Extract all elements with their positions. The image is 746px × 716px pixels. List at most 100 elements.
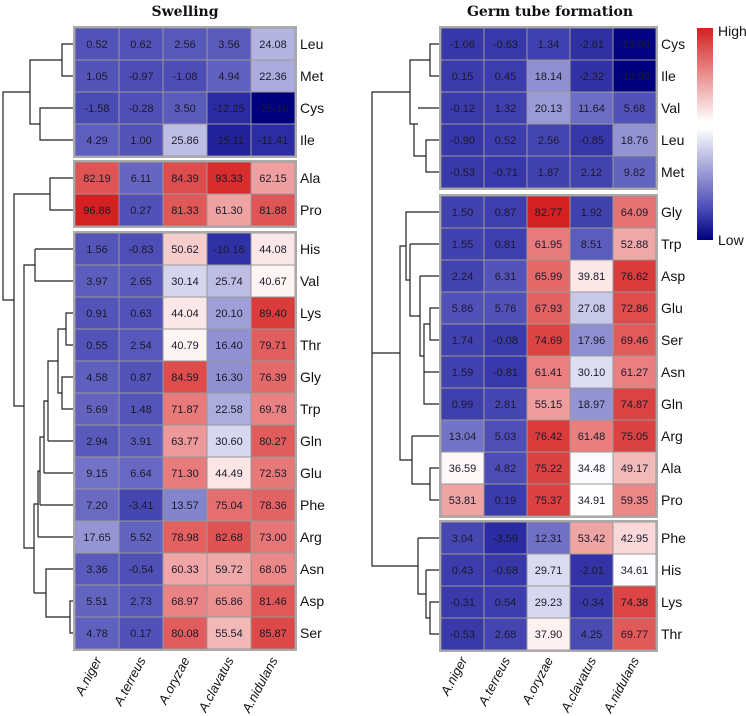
heatmap-cell xyxy=(612,585,657,619)
row-label: His xyxy=(300,241,320,257)
chart-title-germ-tube: Germ tube formation xyxy=(467,4,633,20)
cell-value-label: 61.30 xyxy=(215,205,243,217)
legend-high-label: High xyxy=(718,23,746,39)
cell-value-label: 69.77 xyxy=(621,629,649,641)
cell-value-label: 40.79 xyxy=(171,340,199,352)
cell-value-label: 3.04 xyxy=(452,533,473,545)
cell-value-label: -1.58 xyxy=(84,103,109,115)
cell-value-label: 68.05 xyxy=(259,564,287,576)
cell-value-label: 61.27 xyxy=(621,367,649,379)
heatmap-cell xyxy=(526,451,571,485)
heatmap-cell xyxy=(250,264,296,298)
cluster-group-frame xyxy=(73,160,297,228)
cell-value-label: 30.14 xyxy=(171,276,199,288)
row-label: Lys xyxy=(661,594,682,610)
heatmap-cell xyxy=(612,451,657,485)
heatmap-cell xyxy=(162,552,208,586)
row-label: Pro xyxy=(300,202,322,218)
row-label: Phe xyxy=(661,530,686,546)
cell-value-label: 18.97 xyxy=(578,399,606,411)
cell-value-label: -2.32 xyxy=(579,71,604,83)
heatmap-cell xyxy=(569,387,614,421)
cluster-group-frame xyxy=(73,26,297,158)
cell-value-label: 16.40 xyxy=(215,340,243,352)
cell-value-label: 0.87 xyxy=(130,372,151,384)
heatmap-cell xyxy=(162,360,208,394)
legend-low-label: Low xyxy=(718,232,745,248)
cell-value-label: 61.95 xyxy=(535,239,563,251)
row-label: Ile xyxy=(661,68,676,84)
heatmap-cell xyxy=(250,552,296,586)
cell-value-label: 69.46 xyxy=(621,335,649,347)
heatmap-cell xyxy=(612,553,657,587)
cell-value-label: 13.57 xyxy=(171,500,199,512)
row-label: Cys xyxy=(300,100,324,116)
heatmap-cell xyxy=(118,488,164,522)
row-label: Gln xyxy=(661,396,683,412)
cell-value-label: 81.33 xyxy=(171,205,199,217)
cell-value-label: 0.91 xyxy=(86,308,107,320)
heatmap-cell xyxy=(569,91,614,125)
cell-value-label: 61.48 xyxy=(578,431,606,443)
heatmap-cell xyxy=(118,392,164,426)
heatmap-cell xyxy=(118,27,164,61)
cell-value-label: -1.06 xyxy=(450,39,475,51)
cell-value-label: 37.90 xyxy=(535,629,563,641)
cell-value-label: 1.34 xyxy=(538,39,559,51)
heatmap-cell xyxy=(483,27,528,61)
cell-value-label: 39.81 xyxy=(578,271,606,283)
cell-value-label: 2.54 xyxy=(130,340,151,352)
cell-value-label: 62.15 xyxy=(259,173,287,185)
heatmap-cell xyxy=(162,456,208,490)
cell-value-label: 4.58 xyxy=(86,372,107,384)
heatmap-cell xyxy=(483,227,528,261)
row-label: Ser xyxy=(661,332,683,348)
heatmap-cell xyxy=(440,585,485,619)
cell-value-label: 1.50 xyxy=(452,207,473,219)
heatmap-cell xyxy=(206,520,252,554)
heatmap-cell xyxy=(569,617,614,651)
cell-value-label: -0.81 xyxy=(493,367,518,379)
heatmap-cell xyxy=(526,585,571,619)
heatmap-cell xyxy=(612,227,657,261)
cell-value-label: 1.32 xyxy=(495,103,516,115)
heatmap-cell xyxy=(250,59,296,93)
heatmap-cell xyxy=(483,59,528,93)
cell-value-label: -0.12 xyxy=(450,103,475,115)
cluster-group-frame xyxy=(439,26,658,190)
heatmap-cell xyxy=(483,585,528,619)
cell-value-label: 3.50 xyxy=(174,103,195,115)
cell-value-label: 29.23 xyxy=(535,597,563,609)
cell-value-label: 1.00 xyxy=(130,135,151,147)
row-label: Ala xyxy=(300,170,320,186)
row-label: Arg xyxy=(300,529,322,545)
heatmap-cell xyxy=(526,521,571,555)
cell-value-label: 2.56 xyxy=(538,135,559,147)
cluster-group-frame xyxy=(439,194,658,518)
cell-value-label: -0.68 xyxy=(493,565,518,577)
cell-value-label: 2.12 xyxy=(581,167,602,179)
row-label: Ala xyxy=(661,460,681,476)
cell-value-label: 0.63 xyxy=(130,308,151,320)
heatmap-cell xyxy=(440,59,485,93)
cell-value-label: -12.25 xyxy=(213,103,244,115)
cell-value-label: 0.52 xyxy=(495,135,516,147)
cell-value-label: 0.55 xyxy=(86,340,107,352)
heatmap-cell xyxy=(526,483,571,517)
row-label: Cys xyxy=(661,36,685,52)
cell-value-label: 81.46 xyxy=(259,596,287,608)
cell-value-label: 75.04 xyxy=(215,500,243,512)
heatmap-cell xyxy=(526,387,571,421)
heatmap-cell xyxy=(440,419,485,453)
cell-value-label: -3.41 xyxy=(128,500,153,512)
heatmap-cell xyxy=(162,264,208,298)
cell-value-label: 80.08 xyxy=(171,628,199,640)
row-label: Val xyxy=(300,273,319,289)
heatmap-cell xyxy=(250,328,296,362)
cell-value-label: 2.73 xyxy=(130,596,151,608)
cell-value-label: 85.87 xyxy=(259,628,287,640)
cell-value-label: 0.81 xyxy=(495,239,516,251)
heatmap-cell xyxy=(206,392,252,426)
row-label: Glu xyxy=(300,465,322,481)
cell-value-label: 34.61 xyxy=(621,565,649,577)
